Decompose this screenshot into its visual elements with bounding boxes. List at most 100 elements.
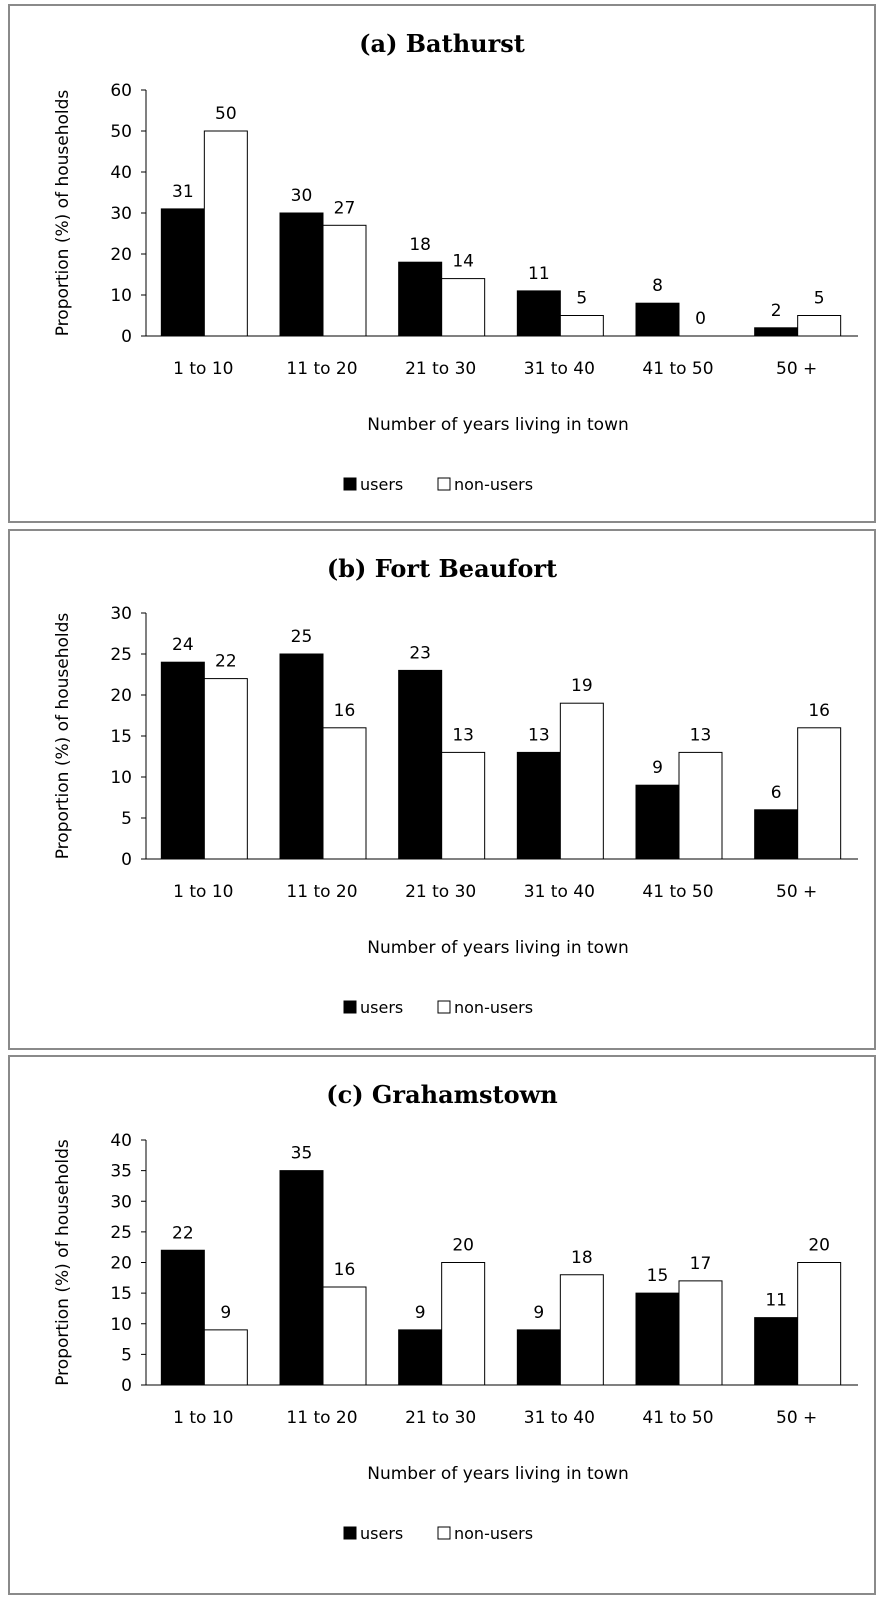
x-tick-label: 41 to 50: [642, 882, 713, 902]
users-bar: [398, 669, 443, 860]
data-label: 15: [647, 1266, 669, 1286]
users-bar: [516, 751, 561, 860]
non-users-bar: [678, 1280, 723, 1386]
data-label: 5: [576, 289, 587, 309]
chart-svg: (b) Fort Beaufort 0 5 10 15 20 25 30 Proportion …: [53, 554, 858, 1017]
data-label: 13: [690, 725, 712, 745]
y-tick-label: 50: [110, 122, 132, 142]
y-axis-label: Proportion (%) of households: [53, 1139, 73, 1386]
y-tick-label: 40: [110, 163, 132, 183]
legend-swatch-non-users: [437, 1000, 451, 1014]
data-label: 11: [765, 1291, 787, 1311]
data-label: 20: [452, 1236, 474, 1256]
y-tick-label: 5: [121, 809, 132, 829]
legend-label-non-users: non-users: [454, 1524, 533, 1543]
users-bar: [635, 302, 680, 337]
users-bar: [160, 661, 205, 860]
users-bar: [160, 208, 205, 337]
data-label: 14: [452, 252, 474, 272]
data-label: 9: [533, 1303, 544, 1323]
data-label: 9: [220, 1303, 231, 1323]
chart-svg: (c) Grahamstown 0 5 10 15 20 25 30 35 40 Proportio…: [53, 1080, 858, 1543]
y-tick-label: 60: [110, 81, 132, 101]
data-label: 6: [771, 783, 782, 803]
x-tick-label: 50 +: [776, 882, 817, 902]
x-tick-label: 50 +: [776, 1408, 817, 1428]
y-tick-label: 10: [110, 286, 132, 306]
users-bar: [279, 1170, 324, 1386]
data-label: 0: [695, 309, 706, 329]
data-label: 9: [415, 1303, 426, 1323]
data-label: 23: [409, 643, 431, 663]
x-axis-label: Number of years living in town: [367, 415, 629, 435]
data-label: 24: [172, 635, 194, 655]
y-tick-label: 30: [110, 604, 132, 624]
legend-label-users: users: [360, 998, 403, 1017]
y-tick-label: 5: [121, 1345, 132, 1365]
non-users-bar: [797, 1262, 842, 1386]
y-axis-label: Proportion (%) of households: [53, 613, 73, 860]
non-users-bar: [559, 315, 604, 337]
non-users-bar: [203, 1329, 248, 1386]
users-bar: [398, 261, 443, 337]
non-users-bar: [203, 678, 248, 860]
x-tick-label: 1 to 10: [173, 359, 233, 379]
data-label: 16: [334, 1260, 356, 1280]
x-tick-label: 21 to 30: [405, 882, 476, 902]
x-tick-label: 21 to 30: [405, 1408, 476, 1428]
x-tick-label: 11 to 20: [286, 359, 357, 379]
x-tick-label: 31 to 40: [524, 1408, 595, 1428]
data-label: 31: [172, 182, 194, 202]
data-label: 18: [571, 1248, 593, 1268]
legend-swatch-non-users: [437, 1526, 451, 1540]
data-label: 20: [808, 1236, 830, 1256]
y-tick-label: 10: [110, 1315, 132, 1335]
chart-title: (c) Grahamstown: [326, 1080, 557, 1109]
data-label: 30: [291, 186, 313, 206]
users-bar: [398, 1329, 443, 1386]
data-label: 13: [452, 725, 474, 745]
non-users-bar: [559, 1274, 604, 1386]
non-users-bar: [441, 1262, 486, 1386]
non-users-bar: [678, 751, 723, 860]
data-label: 22: [215, 652, 237, 672]
users-bar: [279, 212, 324, 337]
y-axis-label: Proportion (%) of households: [53, 90, 73, 337]
data-label: 18: [409, 235, 431, 255]
users-bar: [516, 1329, 561, 1386]
data-label: 27: [334, 198, 356, 218]
x-tick-label: 11 to 20: [286, 882, 357, 902]
users-bar: [635, 1292, 680, 1386]
y-tick-label: 0: [121, 850, 132, 870]
data-label: 9: [652, 758, 663, 778]
data-label: 8: [652, 276, 663, 296]
legend-label-users: users: [360, 475, 403, 494]
data-label: 16: [334, 701, 356, 721]
non-users-bar: [441, 751, 486, 860]
y-tick-label: 15: [110, 1284, 132, 1304]
x-axis-label: Number of years living in town: [367, 938, 629, 958]
non-users-bar: [322, 1286, 367, 1386]
y-tick-label: 0: [121, 1376, 132, 1396]
x-tick-label: 11 to 20: [286, 1408, 357, 1428]
users-bar: [160, 1249, 205, 1386]
data-label: 16: [808, 701, 830, 721]
x-tick-label: 1 to 10: [173, 882, 233, 902]
users-bar: [516, 290, 561, 337]
x-tick-label: 41 to 50: [642, 1408, 713, 1428]
x-tick-label: 50 +: [776, 359, 817, 379]
y-tick-label: 20: [110, 1254, 132, 1274]
non-users-bar: [322, 727, 367, 860]
legend-swatch-users: [343, 477, 357, 491]
x-tick-label: 41 to 50: [642, 359, 713, 379]
chart-panel: (b) Fort Beaufort 0 5 10 15 20 25 30 Proportion …: [8, 529, 876, 1050]
y-tick-label: 25: [110, 1223, 132, 1243]
non-users-bar: [797, 727, 842, 860]
chart-title: (a) Bathurst: [359, 29, 525, 58]
data-label: 11: [528, 264, 550, 284]
data-label: 35: [291, 1144, 313, 1164]
data-label: 5: [814, 289, 825, 309]
y-tick-label: 0: [121, 327, 132, 347]
users-bar: [754, 327, 799, 337]
